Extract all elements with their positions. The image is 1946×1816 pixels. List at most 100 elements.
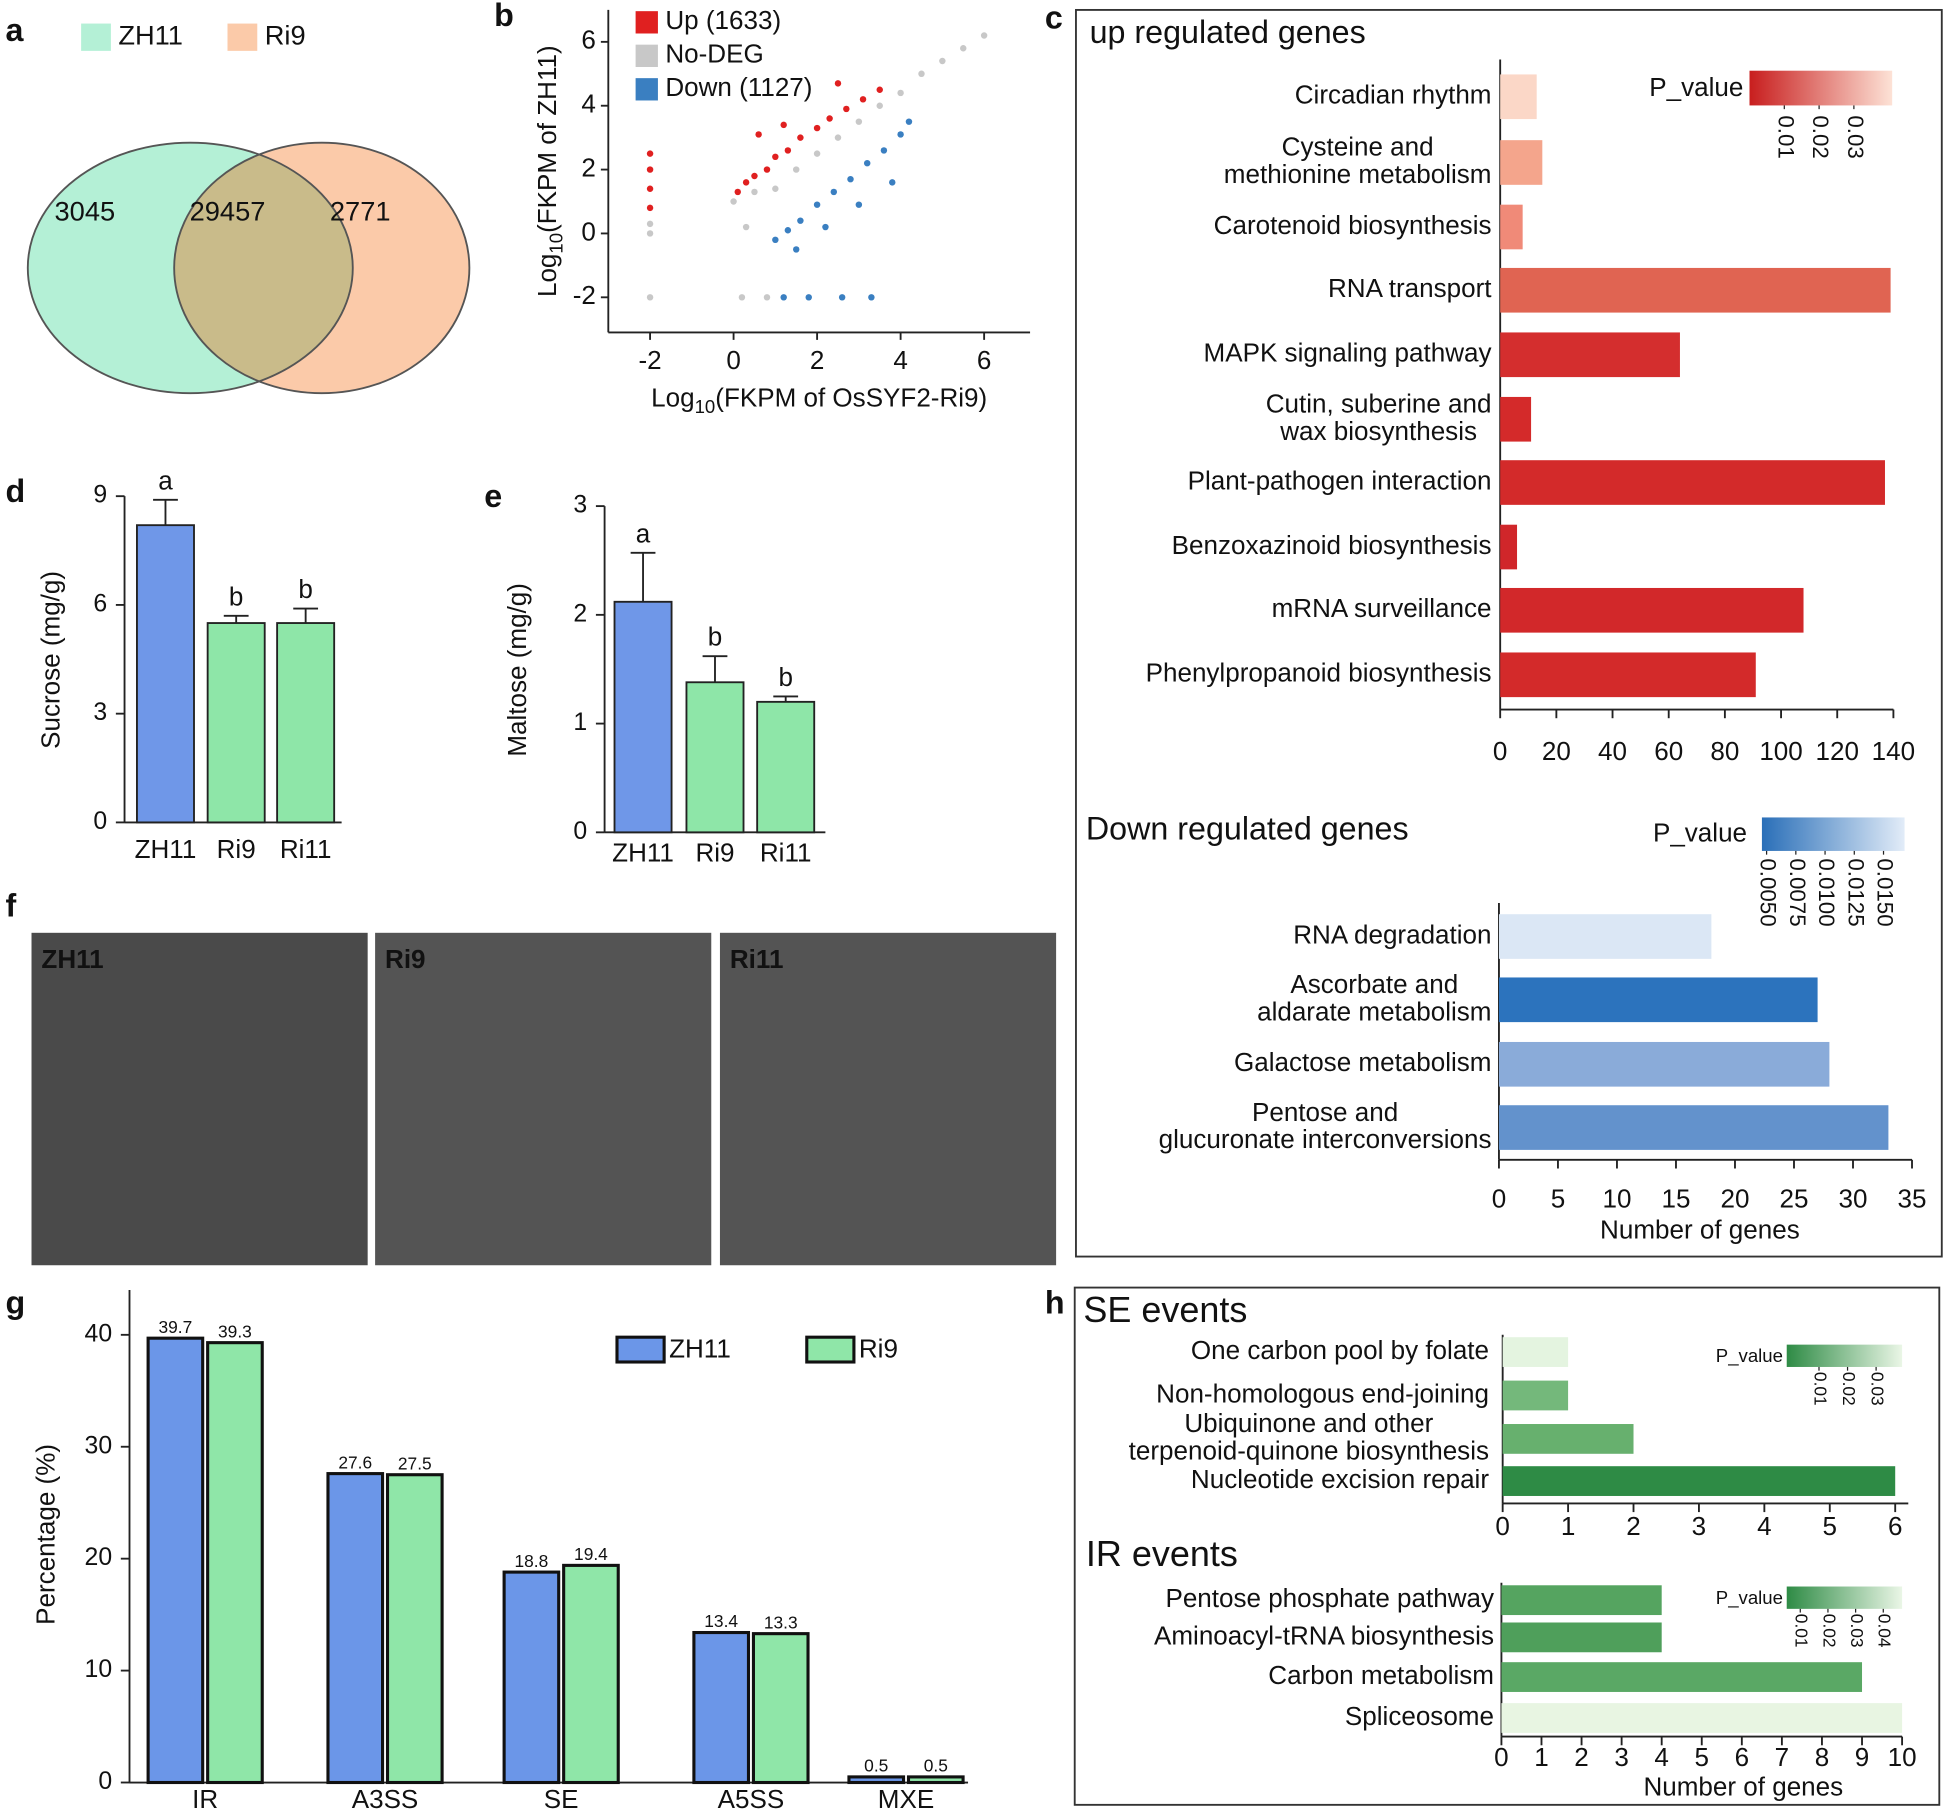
y-tick-label: 2: [581, 152, 595, 182]
x-tick-label: MXE: [878, 1784, 934, 1814]
point: [751, 188, 758, 196]
colorbar-tick-label: 0.03: [1868, 1372, 1888, 1406]
venn-count: 29457: [190, 196, 266, 227]
chart-title: IR events: [1086, 1533, 1238, 1574]
bar: [1500, 74, 1537, 120]
point: [797, 134, 804, 141]
category-label: Cysteine and: [1282, 132, 1434, 162]
legend-swatch: [635, 44, 658, 67]
axis-label-part: (FKPM of ZH11): [532, 45, 562, 233]
point: [738, 294, 746, 301]
panel-letter: g: [5, 1284, 25, 1320]
colorbar-tick-label: 0.02: [1808, 115, 1833, 158]
category-label: terpenoid-quinone biosynthesis: [1129, 1435, 1489, 1465]
x-tick-label: 100: [1759, 736, 1802, 766]
category-label: Non-homologous end-joining: [1156, 1378, 1489, 1408]
bar: [136, 524, 195, 824]
value-label: 18.8: [515, 1551, 549, 1571]
colorbar-label: P_value: [1653, 818, 1747, 848]
bar: [1501, 1585, 1662, 1616]
colorbar-tick-label: 0.0125: [1843, 858, 1868, 926]
venn-count: 2771: [330, 196, 391, 227]
x-tick-label: 20: [1720, 1184, 1749, 1214]
x-tick-label: 80: [1710, 736, 1739, 766]
x-tick-label: ZH11: [135, 834, 197, 864]
y-axis-label: Percentage (%): [31, 1444, 61, 1625]
point: [980, 32, 988, 39]
significance-letter: a: [158, 465, 173, 495]
point: [830, 188, 838, 196]
bar: [751, 1632, 810, 1785]
category-label: Carotenoid biosynthesis: [1214, 210, 1492, 240]
value-label: 19.4: [574, 1544, 608, 1564]
point: [772, 185, 779, 192]
colorbar-tick-label: 0.02: [1839, 1372, 1859, 1406]
bar: [847, 1775, 906, 1785]
point: [905, 118, 913, 125]
point: [834, 134, 842, 141]
x-tick-label: 4: [893, 345, 907, 375]
axis-label: Log10(FKPM of ZH11): [532, 45, 567, 297]
colorbar-tick-label: 0.01: [1792, 1614, 1812, 1648]
point: [889, 179, 896, 186]
venn-count: 3045: [55, 196, 116, 227]
significance-letter: b: [229, 581, 243, 611]
x-tick-label: 2: [1574, 1742, 1588, 1772]
bar: [206, 622, 266, 824]
legend-swatch: [615, 1335, 666, 1364]
x-tick-label: 0: [1492, 1184, 1506, 1214]
legend-swatch: [635, 11, 658, 34]
point: [734, 188, 741, 196]
bar: [1500, 460, 1885, 505]
y-tick-label: 6: [93, 590, 107, 617]
panel-letter: b: [494, 0, 514, 33]
bar: [1500, 332, 1680, 378]
x-tick-label: 0: [1495, 1511, 1509, 1541]
y-tick-label: 3: [573, 492, 587, 519]
legend-swatch: [227, 23, 258, 51]
chart-title: up regulated genes: [1090, 14, 1366, 50]
panel-letter: c: [1045, 0, 1063, 35]
bar: [326, 1472, 385, 1785]
bar: [1500, 524, 1518, 570]
colorbar-tick-label: 0.0075: [1785, 858, 1810, 926]
y-tick-label: 20: [85, 1544, 113, 1571]
x-tick-label: 140: [1872, 736, 1915, 766]
colorbar-label: P_value: [1649, 72, 1743, 102]
category-label: MAPK signaling pathway: [1204, 338, 1492, 368]
x-tick-label: 3: [1614, 1742, 1628, 1772]
panel-letter: h: [1045, 1284, 1065, 1320]
category-label: glucuronate interconversions: [1159, 1124, 1492, 1154]
y-tick-label: 4: [581, 89, 595, 119]
point: [822, 223, 829, 231]
x-tick-label: IR: [192, 1784, 218, 1814]
point: [813, 124, 821, 132]
bar: [1498, 977, 1818, 1023]
bar: [276, 622, 336, 824]
legend-label: Up (1633): [665, 5, 781, 35]
category-label: Nucleotide excision repair: [1191, 1464, 1489, 1494]
point: [797, 217, 804, 224]
y-tick-label: 0: [573, 818, 587, 845]
x-tick-label: 7: [1775, 1742, 1789, 1772]
legend-swatch: [81, 23, 111, 51]
x-tick-label: Ri9: [695, 838, 734, 868]
x-tick-label: Ri11: [760, 838, 812, 868]
bar: [756, 700, 816, 834]
y-tick-label: 0: [93, 808, 107, 835]
legend-label: No-DEG: [665, 39, 763, 69]
significance-letter: b: [708, 622, 722, 652]
category-label: Plant-pathogen interaction: [1188, 465, 1492, 495]
significance-letter: b: [298, 574, 312, 604]
value-label: 39.7: [159, 1317, 193, 1337]
point: [772, 236, 779, 244]
point: [730, 198, 737, 205]
colorbar-label: P_value: [1716, 1587, 1783, 1609]
y-axis-label: Sucrose (mg/g): [35, 571, 65, 749]
point: [780, 121, 787, 129]
point: [792, 246, 800, 253]
point: [863, 159, 871, 167]
y-tick-label: 3: [93, 699, 107, 726]
colorbar-tick-label: 0.03: [1843, 115, 1868, 158]
